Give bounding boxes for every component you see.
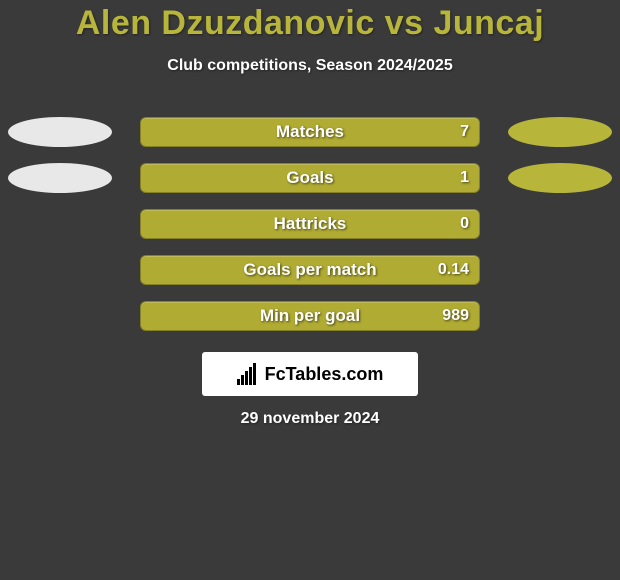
stat-label: Goals per match <box>141 260 479 280</box>
ellipse-icon <box>8 117 112 147</box>
logo-badge: FcTables.com <box>202 352 418 396</box>
stat-row: Min per goal989 <box>0 301 620 331</box>
logo-text: FcTables.com <box>265 364 384 385</box>
ellipse-icon <box>508 163 612 193</box>
stat-bar: Hattricks0 <box>140 209 480 239</box>
page-title: Alen Dzuzdanovic vs Juncaj <box>0 4 620 43</box>
stat-value: 0 <box>460 215 469 233</box>
stat-value: 7 <box>460 123 469 141</box>
stat-value: 989 <box>442 307 469 325</box>
comparison-infographic: Alen Dzuzdanovic vs Juncaj Club competit… <box>0 0 620 580</box>
stat-row: Goals1 <box>0 163 620 193</box>
subtitle: Club competitions, Season 2024/2025 <box>0 57 620 75</box>
stat-label: Matches <box>141 122 479 142</box>
stat-value: 0.14 <box>438 261 469 279</box>
stat-label: Goals <box>141 168 479 188</box>
stat-label: Hattricks <box>141 214 479 234</box>
stat-row: Matches7 <box>0 117 620 147</box>
ellipse-icon <box>8 163 112 193</box>
stat-rows: Matches7Goals1Hattricks0Goals per match0… <box>0 117 620 331</box>
stat-row: Goals per match0.14 <box>0 255 620 285</box>
date-label: 29 november 2024 <box>0 410 620 428</box>
stat-bar: Goals1 <box>140 163 480 193</box>
stat-bar: Goals per match0.14 <box>140 255 480 285</box>
stat-bar: Matches7 <box>140 117 480 147</box>
stat-row: Hattricks0 <box>0 209 620 239</box>
bars-icon <box>237 363 259 385</box>
stat-bar: Min per goal989 <box>140 301 480 331</box>
stat-label: Min per goal <box>141 306 479 326</box>
ellipse-icon <box>508 117 612 147</box>
stat-value: 1 <box>460 169 469 187</box>
